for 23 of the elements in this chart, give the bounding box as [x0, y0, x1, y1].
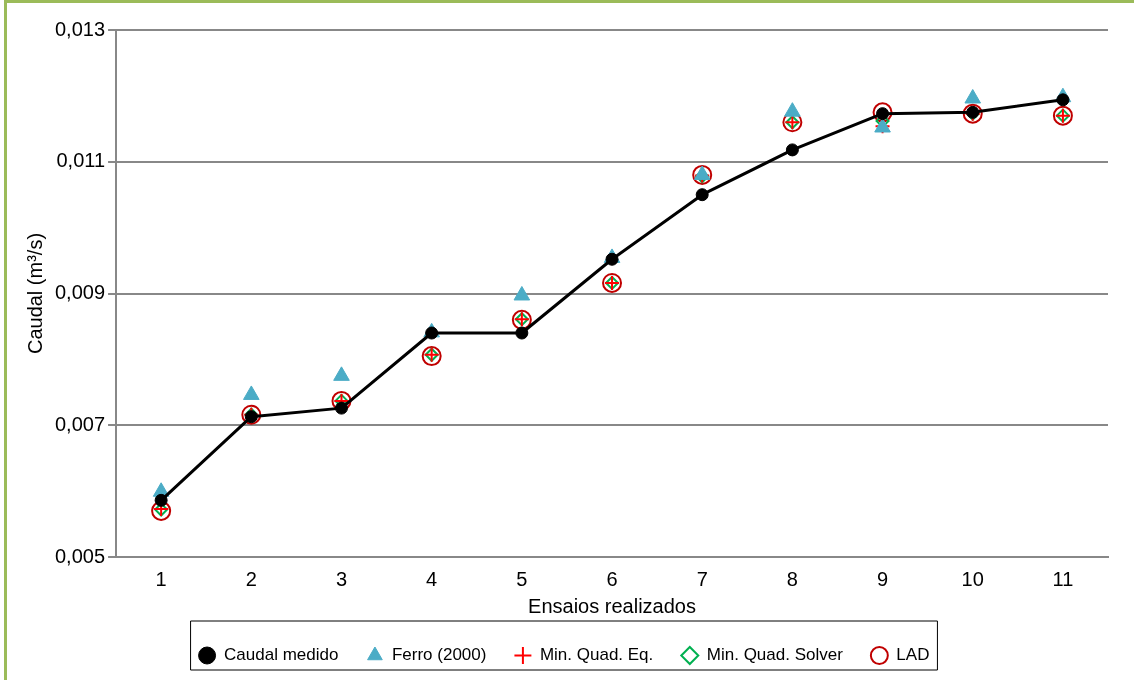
- x-tick-label: 3: [335, 567, 348, 590]
- x-tick-label: 7: [696, 567, 708, 590]
- y-tick-label: 0,007: [54, 412, 106, 435]
- y-tick-label: 0,005: [54, 544, 106, 567]
- legend-label: LAD: [896, 645, 930, 665]
- legend-label: Caudal medido: [224, 645, 339, 665]
- y-axis-title: Caudal (m³/s): [23, 232, 46, 355]
- x-tick-label: 10: [961, 567, 984, 590]
- x-tick-label: 2: [245, 567, 257, 590]
- x-tick-label: 1: [155, 567, 167, 590]
- y-tick-label: 0,009: [54, 281, 106, 304]
- y-tick-label: 0,011: [56, 149, 106, 172]
- x-tick-label: 9: [876, 567, 889, 590]
- x-tick-label: 11: [1052, 567, 1074, 590]
- x-tick-label: 5: [516, 567, 528, 590]
- x-tick-label: 4: [426, 567, 438, 590]
- x-axis-title: Ensaios realizados: [528, 594, 696, 617]
- x-tick-label: 8: [786, 567, 798, 590]
- legend-label: Ferro (2000): [391, 645, 487, 665]
- legend-label: Min. Quad. Solver: [706, 645, 844, 665]
- y-tick-label: 0,013: [54, 17, 106, 40]
- x-tick-label: 6: [606, 567, 618, 590]
- legend-label: Min. Quad. Eq.: [539, 645, 654, 665]
